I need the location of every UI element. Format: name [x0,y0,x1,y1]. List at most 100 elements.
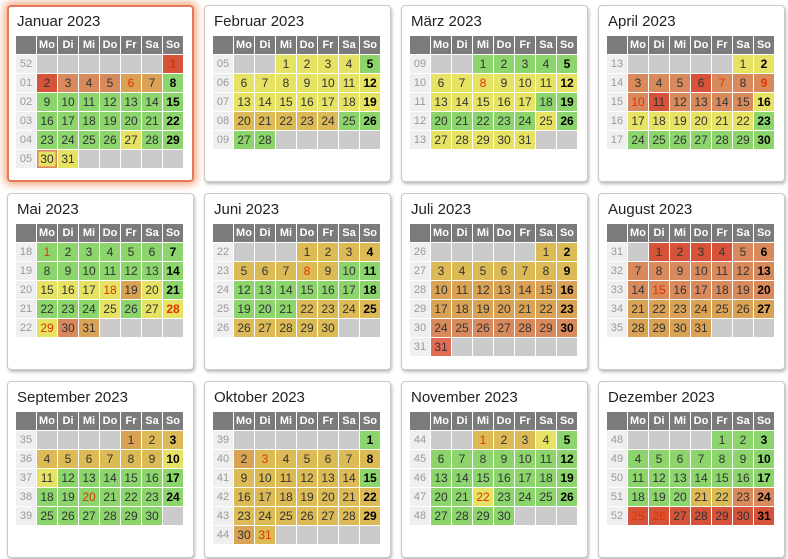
day-cell[interactable]: 26 [473,319,493,337]
day-cell[interactable]: 8 [649,262,669,280]
day-cell[interactable]: 15 [649,281,669,299]
day-cell[interactable]: 8 [37,262,57,280]
day-cell[interactable]: 16 [670,281,690,299]
day-cell[interactable]: 29 [163,131,183,149]
day-cell[interactable]: 31 [515,131,535,149]
day-cell[interactable]: 9 [754,74,774,92]
day-cell[interactable]: 22 [473,488,493,506]
day-cell[interactable]: 25 [100,300,120,318]
day-cell[interactable]: 31 [58,150,78,168]
day-cell[interactable]: 15 [712,469,732,487]
day-cell[interactable]: 13 [142,262,162,280]
day-cell[interactable]: 6 [494,262,514,280]
day-cell[interactable]: 14 [142,93,162,111]
day-cell[interactable]: 18 [628,488,648,506]
day-cell[interactable]: 8 [733,74,753,92]
day-cell[interactable]: 4 [712,243,732,261]
day-cell[interactable]: 14 [712,93,732,111]
day-cell[interactable]: 18 [536,469,556,487]
day-cell[interactable]: 16 [58,281,78,299]
day-cell[interactable]: 29 [712,507,732,525]
day-cell[interactable]: 4 [536,55,556,73]
day-cell[interactable]: 20 [121,112,141,130]
day-cell[interactable]: 27 [255,319,275,337]
day-cell[interactable]: 29 [473,131,493,149]
day-cell[interactable]: 11 [360,262,380,280]
day-cell[interactable]: 26 [557,112,577,130]
day-cell[interactable]: 12 [297,469,317,487]
day-cell[interactable]: 3 [628,74,648,92]
day-cell[interactable]: 24 [431,319,451,337]
day-cell[interactable]: 29 [473,507,493,525]
day-cell[interactable]: 10 [515,450,535,468]
day-cell[interactable]: 4 [100,243,120,261]
day-cell[interactable]: 1 [733,55,753,73]
day-cell[interactable]: 2 [318,243,338,261]
day-cell[interactable]: 26 [100,131,120,149]
day-cell[interactable]: 9 [58,262,78,280]
day-cell[interactable]: 16 [318,281,338,299]
day-cell[interactable]: 21 [628,300,648,318]
day-cell[interactable]: 7 [515,262,535,280]
day-cell[interactable]: 6 [318,450,338,468]
day-cell[interactable]: 16 [754,93,774,111]
day-cell[interactable]: 14 [691,469,711,487]
day-cell[interactable]: 23 [733,488,753,506]
day-cell[interactable]: 23 [318,300,338,318]
day-cell[interactable]: 12 [58,469,78,487]
day-cell[interactable]: 26 [733,300,753,318]
day-cell[interactable]: 18 [339,93,359,111]
day-cell[interactable]: 11 [452,281,472,299]
day-cell[interactable]: 6 [142,243,162,261]
day-cell[interactable]: 17 [754,469,774,487]
day-cell[interactable]: 8 [536,262,556,280]
day-cell[interactable]: 24 [255,507,275,525]
day-cell[interactable]: 19 [557,93,577,111]
day-cell[interactable]: 16 [297,93,317,111]
day-cell[interactable]: 1 [37,243,57,261]
day-cell[interactable]: 13 [318,469,338,487]
day-cell[interactable]: 21 [515,300,535,318]
day-cell[interactable]: 28 [712,131,732,149]
day-cell[interactable]: 5 [100,74,120,92]
day-cell[interactable]: 17 [79,281,99,299]
day-cell[interactable]: 27 [431,507,451,525]
day-cell[interactable]: 11 [536,74,556,92]
day-cell[interactable]: 10 [163,450,183,468]
day-cell[interactable]: 17 [515,469,535,487]
day-cell[interactable]: 5 [557,55,577,73]
day-cell[interactable]: 22 [536,300,556,318]
day-cell[interactable]: 1 [121,431,141,449]
day-cell[interactable]: 6 [79,450,99,468]
day-cell[interactable]: 3 [515,55,535,73]
day-cell[interactable]: 2 [297,55,317,73]
day-cell[interactable]: 24 [58,131,78,149]
day-cell[interactable]: 4 [452,262,472,280]
day-cell[interactable]: 28 [452,507,472,525]
day-cell[interactable]: 20 [754,281,774,299]
day-cell[interactable]: 11 [649,93,669,111]
day-cell[interactable]: 9 [494,450,514,468]
day-cell[interactable]: 4 [536,431,556,449]
day-cell[interactable]: 19 [473,300,493,318]
day-cell[interactable]: 24 [691,300,711,318]
day-cell[interactable]: 9 [733,450,753,468]
day-cell[interactable]: 16 [557,281,577,299]
day-cell[interactable]: 3 [255,450,275,468]
day-cell[interactable]: 14 [515,281,535,299]
day-cell[interactable]: 8 [163,74,183,92]
day-cell[interactable]: 11 [628,469,648,487]
day-cell[interactable]: 29 [360,507,380,525]
day-cell[interactable]: 9 [234,469,254,487]
day-cell[interactable]: 5 [121,243,141,261]
day-cell[interactable]: 13 [494,281,514,299]
day-cell[interactable]: 25 [452,319,472,337]
day-cell[interactable]: 3 [318,55,338,73]
day-cell[interactable]: 22 [297,300,317,318]
day-cell[interactable]: 27 [234,131,254,149]
day-cell[interactable]: 4 [360,243,380,261]
day-cell[interactable]: 30 [58,319,78,337]
day-cell[interactable]: 29 [649,319,669,337]
day-cell[interactable]: 23 [297,112,317,130]
day-cell[interactable]: 6 [431,450,451,468]
